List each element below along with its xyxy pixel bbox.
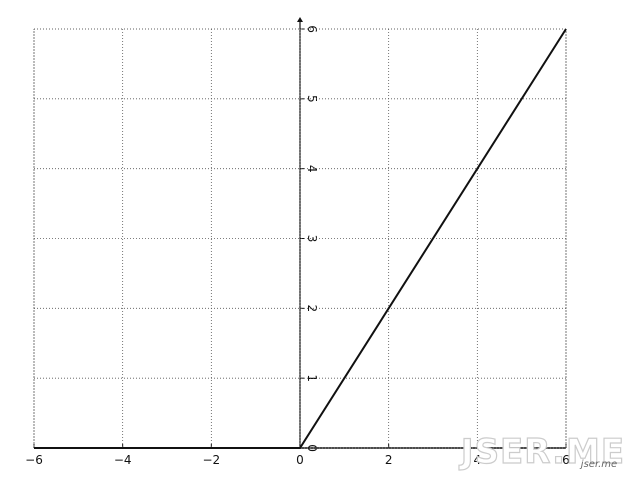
- watermark-logo: JSER.ME: [459, 432, 625, 472]
- y-tick-label: 0: [305, 444, 319, 452]
- x-tick-label: 2: [385, 453, 393, 467]
- y-tick-label: 6: [305, 25, 319, 33]
- y-tick-label: 2: [305, 305, 319, 313]
- y-tick-label: 1: [305, 374, 319, 382]
- y-tick-label: 3: [305, 235, 319, 243]
- y-tick-label: 5: [305, 95, 319, 103]
- x-tick-label: 0: [296, 453, 304, 467]
- x-tick-label: 6: [562, 453, 570, 467]
- plot-frame: [33, 28, 567, 449]
- watermark-url: jser.me: [579, 459, 617, 470]
- x-tick-label: 4: [474, 453, 482, 467]
- x-tick-label: −2: [202, 453, 220, 467]
- line-series: [34, 28, 567, 449]
- x-tick-label: −6: [25, 453, 43, 467]
- x-tick-label: −4: [114, 453, 132, 467]
- y-tick-label: 4: [305, 165, 319, 173]
